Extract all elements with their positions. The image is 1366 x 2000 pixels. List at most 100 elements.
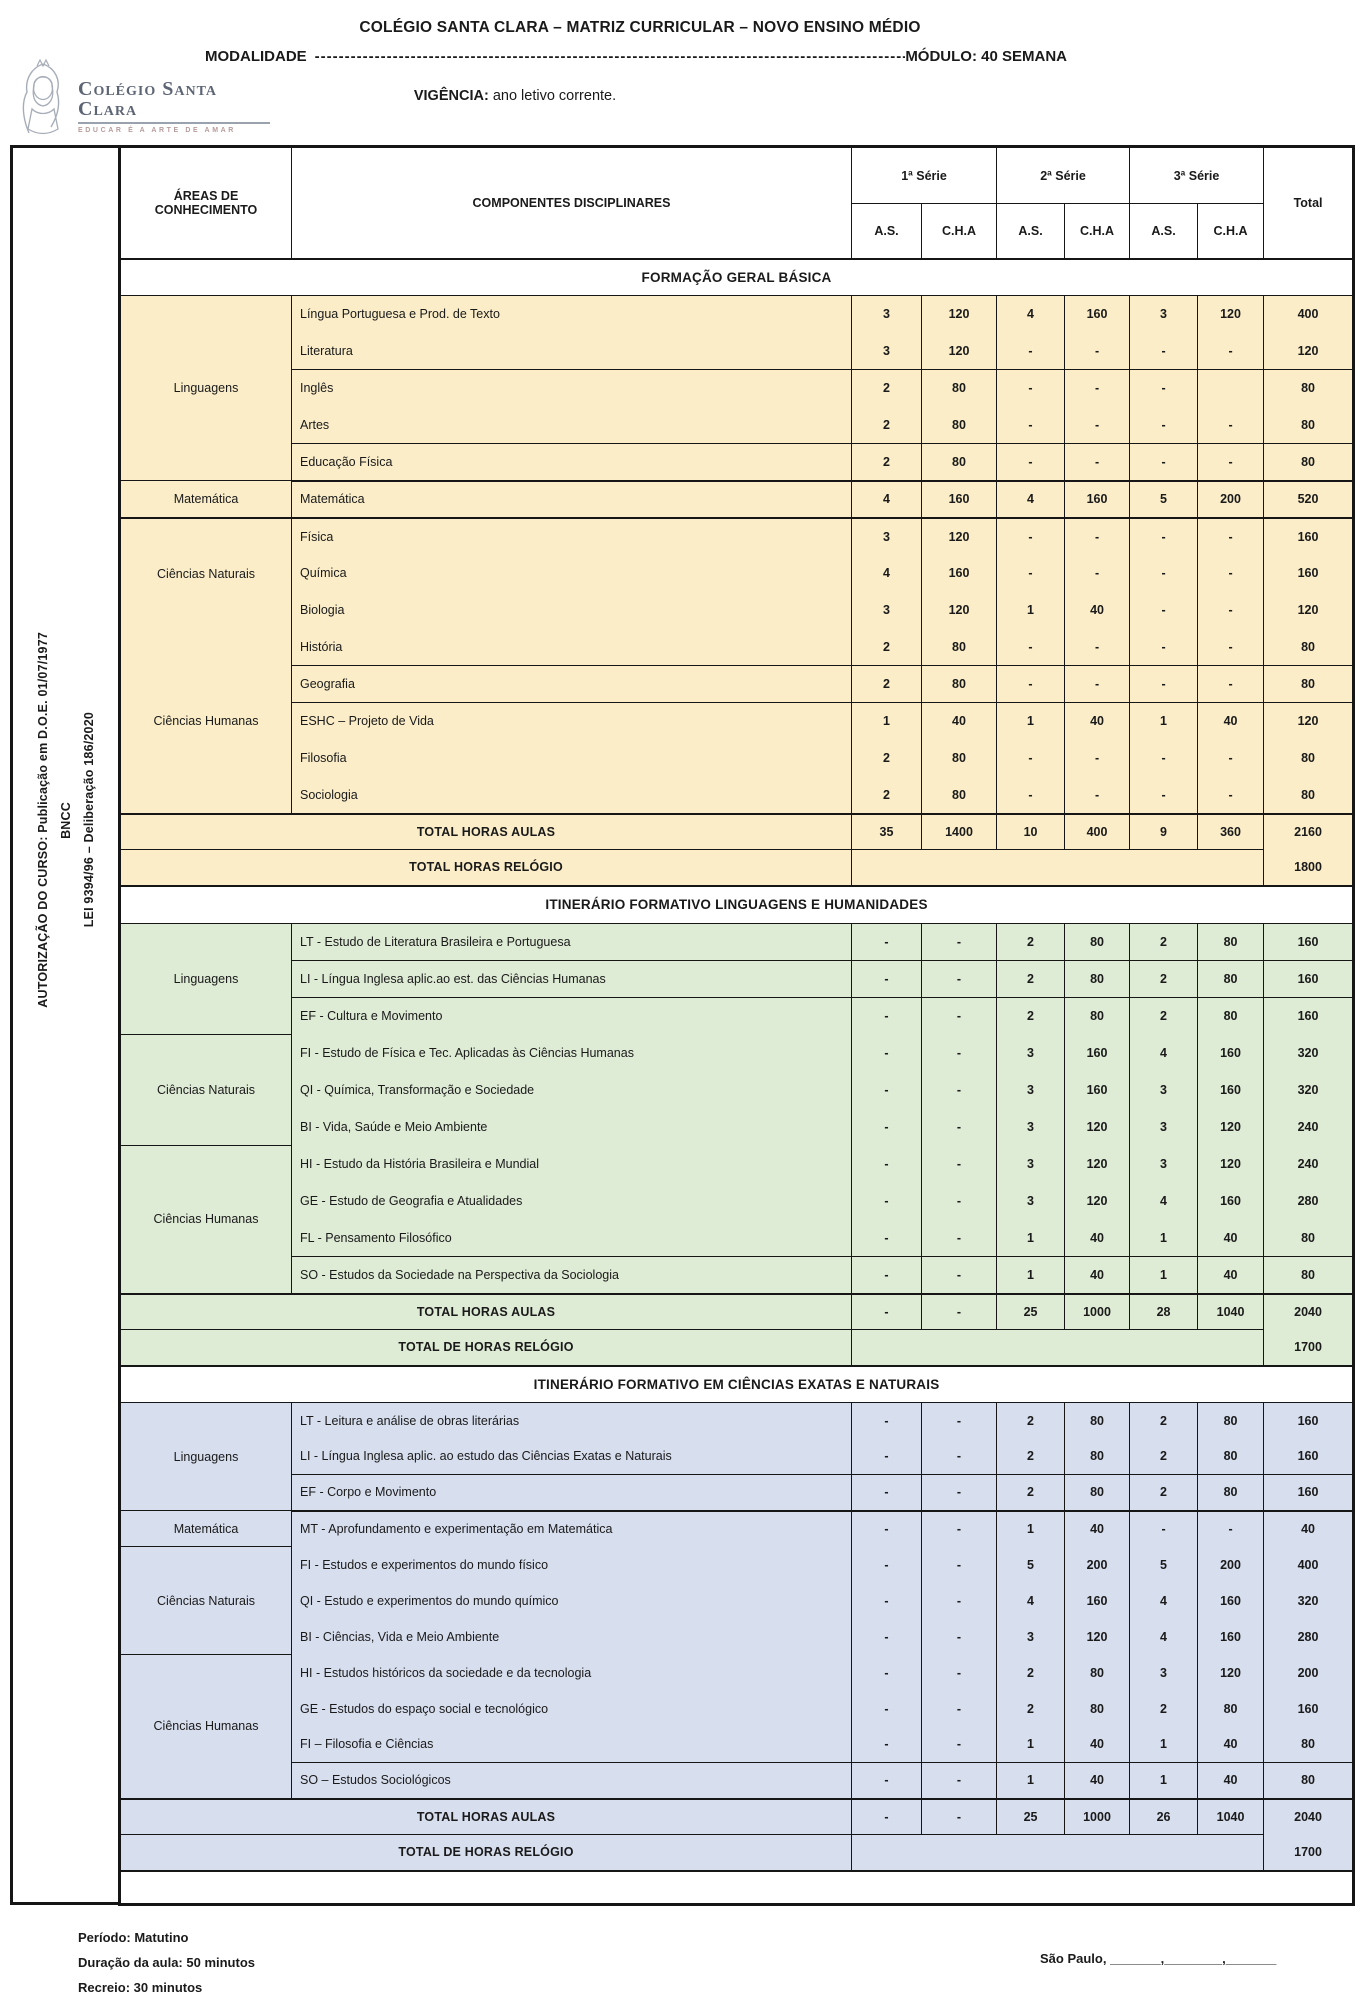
subject-row: SO - Estudos da Sociedade na Perspectiva… (120, 1256, 1355, 1295)
total-cell: 40 (1263, 1510, 1355, 1547)
as-cell: 3 (996, 1145, 1066, 1183)
as-cell: 2 (1129, 923, 1199, 961)
nun-sketch-icon (12, 57, 74, 146)
as-cell: 2 (996, 1690, 1066, 1727)
as-cell: 2 (851, 443, 922, 482)
as-cell: 3 (1129, 1108, 1199, 1146)
cha-cell: 80 (920, 776, 998, 815)
subject-row: LI - Língua Inglesa aplic.ao est. das Ci… (120, 960, 1355, 998)
sidebar-line-lei: LEI 9394/96 – Deliberação 186/2020 (81, 712, 96, 928)
total-aulas-label: TOTAL HORAS AULAS (119, 1797, 852, 1835)
componente-cell: MT - Aprofundamento e experimentação em … (291, 1510, 852, 1547)
as-cell: - (851, 923, 922, 961)
header-areas: ÁREAS DE CONHECIMENTO (119, 146, 292, 260)
vigencia-line: VIGÊNCIA: ano letivo corrente. (315, 88, 715, 104)
as-cell: - (851, 1582, 922, 1619)
area-cell: Ciências Humanas (119, 1145, 292, 1294)
componente-cell: BI - Vida, Saúde e Meio Ambiente (291, 1108, 852, 1146)
header-componentes: COMPONENTES DISCIPLINARES (291, 146, 852, 260)
section-title: FORMAÇÃO GERAL BÁSICA (118, 257, 1355, 296)
empty-span-cell (850, 1834, 1265, 1871)
logo-name: Colégio Santa Clara (78, 78, 217, 120)
total-cell: 400 (1263, 295, 1355, 333)
as-cell: 2 (851, 739, 922, 777)
as-cell: - (996, 554, 1066, 592)
total-cell: 160 (1263, 1474, 1355, 1512)
subject-row: ESHC – Projeto de Vida 1 40 1 40 1 40 120 (120, 702, 1355, 740)
componente-cell: Artes (291, 406, 852, 444)
cha-cell: 80 (1064, 1474, 1131, 1512)
componente-cell: Inglês (291, 369, 852, 407)
header-serie-2: 2ª Série (996, 146, 1131, 204)
cha-cell: - (1197, 406, 1265, 444)
total-cell: 80 (1263, 1762, 1355, 1800)
componente-cell: LI - Língua Inglesa aplic.ao est. das Ci… (291, 960, 852, 998)
cha-cell: 80 (920, 369, 998, 407)
as-cell: - (851, 1108, 922, 1146)
as-cell: 1 (1129, 1762, 1199, 1800)
total-cell: 80 (1263, 369, 1355, 407)
subject-row: EF - Corpo e Movimento - -2 80 2 80 160 (120, 1474, 1355, 1512)
cha-cell: 120 (920, 591, 998, 629)
cha-cell: 160 (1197, 1182, 1265, 1220)
subject-row: Ciências Humanas História 2 80- - - -80 (119, 628, 1355, 814)
total-cell: 1700 (1263, 1834, 1355, 1871)
school-logo: Colégio Santa Clara EDUCAR É A ARTE DE A… (12, 55, 282, 146)
cha-cell: 120 (920, 332, 998, 370)
modalidade-line: MODALIDADE -----------------------------… (205, 48, 1067, 65)
total-relogio-label: TOTAL DE HORAS RELÓGIO (119, 1834, 852, 1871)
componente-cell: História (291, 628, 852, 666)
total-cell: 80 (1263, 1726, 1355, 1763)
subject-row: LI - Língua Inglesa aplic. ao estudo das… (120, 1438, 1355, 1475)
as-cell: 1 (996, 1219, 1066, 1257)
as-cell: 5 (1129, 1546, 1199, 1583)
cha-cell: - (1064, 406, 1131, 444)
as-cell: 3 (1129, 295, 1199, 333)
as-cell: 26 (1129, 1797, 1199, 1835)
logo-tagline: EDUCAR É A ARTE DE AMAR (78, 127, 236, 134)
as-cell: - (1129, 517, 1199, 555)
cha-cell: - (920, 1582, 998, 1619)
cha-cell: 1000 (1064, 1797, 1131, 1835)
cha-cell: 1040 (1197, 1797, 1265, 1835)
cha-cell: 80 (1064, 960, 1131, 998)
curriculum-matrix-table: ÁREAS DE CONHECIMENTO COMPONENTES DISCIP… (118, 145, 1356, 1906)
as-cell: - (851, 1256, 922, 1295)
componente-cell: LT - Estudo de Literatura Brasileira e P… (291, 923, 852, 961)
cha-cell: 80 (1064, 997, 1131, 1035)
subject-row: Artes 2 80- - - -80 (120, 406, 1355, 444)
componente-cell: FI – Filosofia e Ciências (291, 1726, 852, 1763)
as-cell: - (996, 369, 1066, 407)
area-cell: Ciências Naturais (119, 1546, 292, 1655)
header-cha: C.H.A (1064, 203, 1131, 260)
cha-cell: - (1197, 1510, 1265, 1547)
as-cell: 2 (996, 1438, 1066, 1475)
subject-row: Ciências Naturais FI - Estudo de Física e… (119, 1034, 1355, 1146)
componente-cell: Geografia (291, 665, 852, 703)
total-cell: 80 (1263, 443, 1355, 482)
as-cell: 1 (996, 1726, 1066, 1763)
as-cell: - (996, 739, 1066, 777)
cha-cell: 160 (1064, 1582, 1131, 1619)
cha-cell: 120 (1197, 1145, 1265, 1183)
section-title: ITINERÁRIO FORMATIVO EM CIÊNCIAS EXATAS … (118, 1364, 1355, 1403)
as-cell: 3 (996, 1618, 1066, 1655)
modalidade-dashes: ----------------------------------------… (314, 48, 906, 65)
cha-cell: 160 (1197, 1618, 1265, 1655)
as-cell: - (851, 1546, 922, 1583)
total-relogio-row: TOTAL DE HORAS RELÓGIO 1700 (119, 1834, 1355, 1871)
cha-cell: 160 (1064, 1034, 1131, 1072)
cha-cell: 160 (1064, 480, 1131, 519)
cha-cell: 1040 (1197, 1292, 1265, 1330)
as-cell: 1 (996, 1510, 1066, 1547)
total-cell: 2040 (1263, 1292, 1355, 1330)
vigencia-value: ano letivo corrente. (492, 88, 617, 104)
componente-cell: GE - Estudos do espaço social e tecnológ… (291, 1690, 852, 1727)
total-cell: 160 (1263, 517, 1355, 555)
as-cell: 2 (996, 923, 1066, 961)
cha-cell: 40 (1197, 1762, 1265, 1800)
componente-cell: FL - Pensamento Filosófico (291, 1219, 852, 1257)
cha-cell: 160 (1064, 1071, 1131, 1109)
footer-location-date: São Paulo, _______,________,_______ (1040, 1951, 1277, 1966)
cha-cell: 40 (1197, 1256, 1265, 1295)
